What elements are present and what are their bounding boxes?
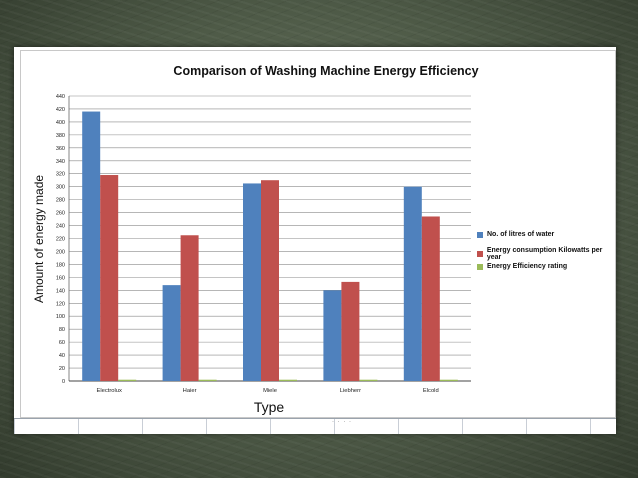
x-tick-label: Elcold — [423, 388, 439, 394]
x-tick-labels: Electrolux Haier Miele Liebherr Elcold — [96, 388, 438, 394]
y-tick-label: 220 — [56, 237, 65, 243]
resize-handle-icon[interactable]: · · · · — [332, 419, 352, 425]
bar-electrolux-series-2 — [100, 175, 119, 381]
y-tick-label: 260 — [56, 211, 65, 217]
bar-elcold-series-2 — [421, 216, 440, 381]
y-tick-label: 180 — [56, 262, 65, 268]
y-tick-label: 40 — [59, 353, 65, 359]
chart-area: Comparison of Washing Machine Energy Eff… — [20, 50, 616, 418]
y-tick-label: 200 — [56, 249, 65, 255]
x-tick-label: Miele — [263, 388, 277, 394]
legend-label: No. of litres of water — [487, 231, 555, 238]
legend-label: Energy Efficiency rating — [487, 263, 568, 270]
legend-swatch — [477, 251, 483, 257]
bar-electrolux-series-3 — [118, 379, 137, 381]
bar-elcold-series-3 — [439, 379, 458, 381]
legend-swatch — [477, 231, 483, 238]
y-tick-label: 100 — [56, 314, 65, 320]
bar-liebherr-series-2 — [341, 281, 360, 381]
bar-chart: Comparison of Washing Machine Energy Eff… — [32, 64, 479, 415]
spreadsheet-strip: · · · · — [14, 418, 616, 434]
bar-haier-series-1 — [162, 285, 181, 381]
y-tick-label: 160 — [56, 275, 65, 281]
bar-elcold-series-1 — [403, 186, 422, 381]
legend-entry: Energy consumption Kilowatts per year — [477, 247, 615, 261]
y-tick-label: 240 — [56, 224, 65, 230]
bar-haier-series-2 — [180, 235, 199, 381]
bar-haier-series-3 — [198, 379, 217, 381]
y-tick-label: 120 — [56, 301, 65, 307]
y-tick-label: 440 — [56, 94, 65, 100]
y-tick-label: 0 — [62, 379, 65, 385]
y-tick-label: 280 — [56, 198, 65, 204]
y-tick-label: 320 — [56, 172, 65, 178]
legend-label: Energy consumption Kilowatts per year — [486, 247, 603, 261]
y-tick-label: 380 — [56, 133, 65, 139]
y-tick-label: 360 — [56, 146, 65, 152]
bar-miele-series-1 — [243, 183, 261, 381]
y-tick-label: 140 — [56, 288, 65, 294]
x-tick-label: Liebherr — [340, 388, 361, 394]
bar-electrolux-series-1 — [82, 111, 101, 381]
bar-liebherr-series-3 — [359, 379, 378, 381]
y-tick-label: 400 — [56, 120, 65, 126]
y-tick-label: 20 — [59, 366, 65, 372]
y-tick-labels: 0 20 40 60 80 100 120 140 160 180 200 220 240 260 280 3… — [56, 94, 65, 385]
y-axis-label: Amount of energy made — [32, 175, 46, 303]
y-tick-label: 420 — [56, 107, 65, 113]
y-tick-label: 300 — [56, 185, 65, 191]
chart-title: Comparison of Washing Machine Energy Eff… — [173, 64, 478, 78]
bar-liebherr-series-1 — [323, 290, 342, 381]
y-tick-label: 340 — [56, 159, 65, 165]
legend-entry: Energy Efficiency rating — [477, 263, 567, 270]
bar-miele-series-2 — [261, 180, 279, 381]
x-tick-label: Haier — [183, 388, 197, 394]
y-tick-label: 80 — [59, 327, 65, 333]
bars — [82, 111, 458, 381]
legend-entry: No. of litres of water — [477, 231, 554, 238]
x-tick-label: Electrolux — [96, 388, 122, 394]
y-tick-label: 60 — [59, 340, 65, 346]
bar-miele-series-3 — [279, 379, 297, 381]
x-axis-label: Type — [254, 399, 285, 415]
legend-swatch — [477, 263, 483, 270]
